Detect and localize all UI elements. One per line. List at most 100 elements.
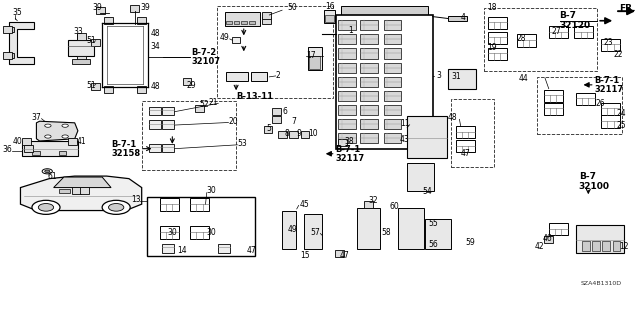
Bar — [383, 63, 401, 73]
Bar — [92, 83, 100, 90]
Bar — [488, 32, 507, 44]
Text: 59: 59 — [466, 238, 476, 247]
Text: 15: 15 — [300, 251, 310, 260]
Bar — [92, 39, 100, 46]
Bar — [451, 99, 494, 167]
Bar — [383, 119, 401, 129]
Bar — [137, 17, 146, 24]
Bar — [601, 115, 620, 128]
Text: 32120: 32120 — [559, 21, 591, 30]
Bar — [182, 78, 191, 85]
Bar — [338, 105, 356, 115]
Text: 42: 42 — [535, 242, 545, 251]
Bar — [340, 6, 428, 15]
Bar — [602, 241, 610, 251]
Bar — [548, 223, 568, 235]
Bar — [338, 77, 356, 87]
Text: 17: 17 — [307, 51, 316, 60]
Bar — [575, 93, 595, 105]
Circle shape — [45, 170, 50, 173]
Bar — [282, 211, 296, 249]
Bar — [159, 226, 179, 239]
Bar — [96, 7, 105, 14]
Bar — [407, 116, 447, 158]
Text: 51: 51 — [86, 36, 96, 45]
Bar — [264, 126, 273, 133]
Bar — [601, 103, 620, 115]
Text: B-7-1: B-7-1 — [335, 145, 361, 154]
Circle shape — [102, 200, 130, 214]
Bar — [80, 187, 89, 194]
Text: 6: 6 — [282, 107, 287, 116]
Bar — [364, 201, 372, 208]
Bar — [338, 133, 356, 143]
Bar — [283, 230, 292, 237]
Bar — [448, 16, 467, 21]
Text: 30: 30 — [207, 228, 216, 237]
Text: 48: 48 — [448, 113, 458, 122]
Bar — [190, 198, 209, 211]
Bar — [357, 208, 380, 249]
Text: 45: 45 — [300, 200, 310, 209]
Bar — [488, 17, 507, 29]
Bar — [538, 77, 621, 134]
Bar — [592, 241, 600, 251]
Bar — [104, 17, 113, 24]
Bar — [548, 26, 568, 38]
Text: 3: 3 — [436, 71, 442, 80]
Text: 37: 37 — [32, 113, 42, 122]
Bar — [137, 86, 146, 93]
Text: 33: 33 — [74, 27, 83, 36]
Bar — [337, 139, 346, 146]
Text: 56: 56 — [429, 240, 438, 249]
Bar — [360, 77, 378, 87]
Text: 11: 11 — [400, 119, 410, 128]
Bar — [338, 34, 356, 44]
Circle shape — [42, 169, 52, 174]
Bar — [59, 189, 70, 193]
Circle shape — [45, 135, 51, 138]
Text: 54: 54 — [422, 187, 432, 196]
Bar — [68, 40, 94, 56]
Bar — [234, 21, 239, 24]
Bar — [273, 108, 282, 115]
Text: 53: 53 — [237, 139, 247, 148]
Text: 10: 10 — [308, 129, 318, 138]
Text: 44: 44 — [518, 74, 528, 83]
Bar — [77, 56, 86, 63]
Text: 36: 36 — [3, 145, 12, 154]
Bar — [149, 144, 161, 152]
Text: FR.: FR. — [619, 4, 636, 13]
Bar — [308, 47, 322, 70]
Bar — [612, 241, 620, 251]
Bar — [262, 12, 271, 19]
Bar — [335, 15, 433, 149]
Bar — [77, 33, 86, 40]
Polygon shape — [20, 176, 141, 211]
Text: 23: 23 — [604, 38, 613, 47]
Bar — [309, 56, 321, 69]
Bar — [232, 37, 240, 43]
Text: 30: 30 — [207, 186, 216, 195]
Bar — [24, 145, 33, 152]
Text: 16: 16 — [326, 2, 335, 11]
Bar — [32, 151, 40, 155]
Bar — [517, 34, 536, 47]
Bar — [360, 133, 378, 143]
Text: 39: 39 — [92, 3, 102, 12]
Bar — [338, 63, 356, 73]
Text: B-7: B-7 — [579, 172, 596, 181]
Bar — [162, 107, 173, 115]
Bar — [162, 144, 173, 152]
Bar — [383, 77, 401, 87]
Bar — [338, 48, 356, 58]
Text: 47: 47 — [339, 251, 349, 260]
Bar — [360, 63, 378, 73]
Bar — [304, 214, 322, 249]
Text: 32158: 32158 — [112, 149, 141, 158]
Bar — [68, 138, 77, 145]
Bar — [574, 26, 593, 38]
Text: 35: 35 — [12, 8, 22, 17]
Bar — [543, 103, 563, 115]
Bar — [360, 91, 378, 101]
